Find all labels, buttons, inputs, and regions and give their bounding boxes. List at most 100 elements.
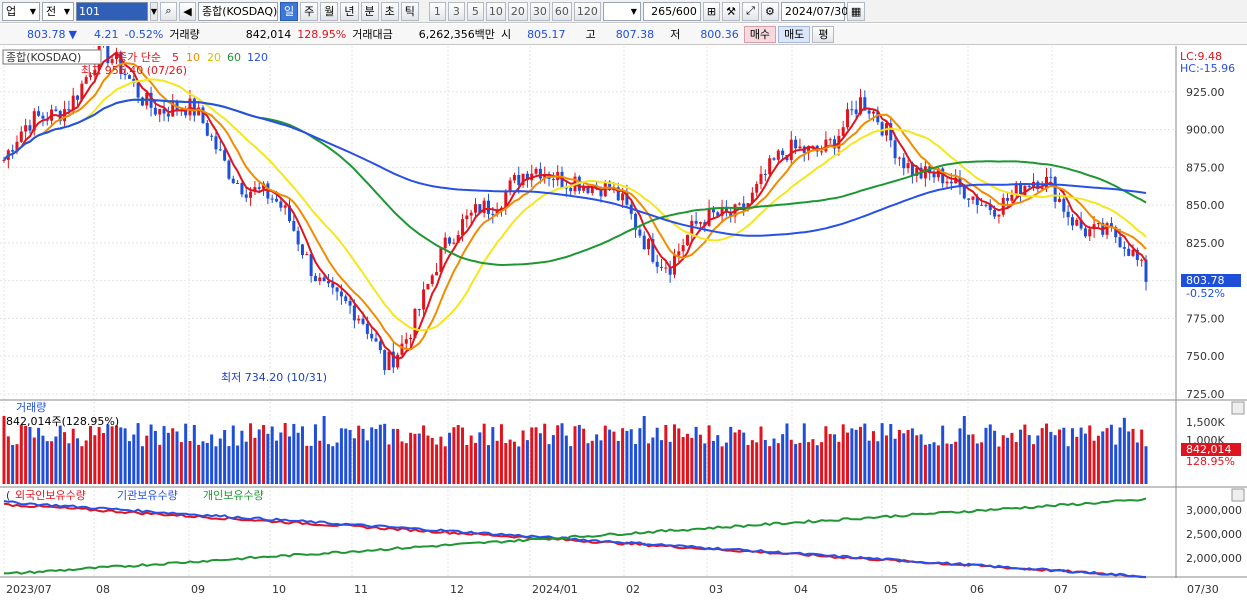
count-field[interactable]: 265/600: [642, 1, 701, 21]
candle-body: [1070, 217, 1074, 226]
tab-second[interactable]: 초: [380, 1, 399, 21]
volume-bar: [352, 438, 356, 484]
volume-bar: [404, 443, 408, 484]
tab-tick[interactable]: 틱: [400, 1, 419, 21]
volume-bar: [296, 432, 300, 484]
volume-bar: [975, 443, 979, 484]
candle-body: [236, 183, 240, 185]
candle-body: [660, 266, 664, 268]
candle-body: [889, 123, 893, 141]
eval-button[interactable]: 평: [812, 25, 835, 43]
individual-holding-line: [3, 497, 1147, 575]
candle-body: [486, 200, 490, 214]
interval-120[interactable]: 120: [573, 1, 601, 21]
tab-minute[interactable]: 분: [360, 1, 379, 21]
candle-body: [876, 111, 880, 123]
candle-body: [508, 180, 512, 192]
volume-bar: [599, 440, 603, 484]
volume-bar: [1066, 446, 1070, 484]
settings-icon[interactable]: ⚙: [760, 1, 779, 21]
interval-30[interactable]: 30: [529, 1, 550, 21]
volume-bar: [525, 440, 529, 484]
candle-body: [975, 196, 979, 205]
volume-bar: [534, 427, 538, 484]
volume-bar: [1057, 429, 1061, 484]
candle-body: [257, 187, 261, 189]
candle-body: [1079, 219, 1083, 229]
tab-week[interactable]: 주: [300, 1, 319, 21]
candle-body: [954, 177, 958, 184]
volume-bar: [391, 428, 395, 484]
candle-body: [326, 281, 330, 284]
interval-3[interactable]: 3: [447, 1, 465, 21]
volume-bar: [110, 426, 114, 484]
volume-bar: [521, 430, 525, 484]
volume-bar: [283, 423, 287, 484]
sell-button[interactable]: 매도: [778, 25, 811, 43]
candle-body: [266, 183, 270, 199]
volume-bar: [612, 431, 616, 484]
tab-year[interactable]: 년: [340, 1, 359, 21]
code-dropdown[interactable]: ▼: [150, 1, 158, 21]
chart-tool-icon[interactable]: ⚒: [722, 1, 740, 21]
interval-5[interactable]: 5: [466, 1, 484, 21]
candle-body: [582, 185, 586, 191]
volume-bar: [616, 440, 620, 484]
volume-bar: [201, 441, 205, 484]
volume-bar: [906, 429, 910, 484]
x-tick-label: 2024/01: [532, 583, 578, 596]
current-price: 803.78: [27, 27, 66, 41]
volume-bar: [409, 432, 413, 484]
volume-bar: [711, 440, 715, 484]
tab-month[interactable]: 월: [320, 1, 339, 21]
x-tick-label: 08: [96, 583, 110, 596]
interval-60[interactable]: 60: [551, 1, 572, 21]
candle-body: [625, 193, 629, 205]
candle-body: [859, 97, 862, 114]
volume-bar: [928, 443, 932, 484]
interval-10[interactable]: 10: [485, 1, 506, 21]
search-icon[interactable]: ⌕: [160, 1, 177, 21]
candle-body: [89, 75, 93, 78]
volume-bar: [837, 441, 841, 484]
candle-body: [435, 272, 439, 276]
volume-bar: [1062, 427, 1066, 484]
tab-day[interactable]: 일: [280, 1, 299, 21]
candle-body: [971, 196, 975, 200]
candle-body: [720, 207, 724, 216]
grid-icon[interactable]: ⊞: [702, 1, 721, 21]
interval-20[interactable]: 20: [507, 1, 528, 21]
candle-body: [651, 239, 655, 262]
volume-bar: [815, 445, 819, 484]
buy-button[interactable]: 매수: [743, 25, 777, 43]
candle-body: [564, 187, 568, 189]
date-field[interactable]: 2024/07/30: [780, 1, 848, 21]
volume-pane-scroll[interactable]: [1231, 401, 1245, 415]
legend-title-box[interactable]: [2, 49, 102, 65]
prev-select[interactable]: 전 ▼: [42, 1, 74, 21]
holding-pane-scroll[interactable]: [1231, 488, 1245, 502]
volume-bar: [1092, 440, 1096, 484]
chart-area[interactable]: 종합(KOSDAQ) 종가 단순 5 10 20 60 120 LC:9.48 …: [0, 46, 1247, 601]
candle-body: [400, 343, 404, 355]
market-select[interactable]: 업 ▼: [2, 1, 40, 21]
calendar-icon[interactable]: ▦: [846, 1, 866, 21]
hc-label: HC:-15.96: [1180, 62, 1235, 75]
volume-bar: [400, 441, 404, 484]
interval-1[interactable]: 1: [428, 1, 446, 21]
volume-bar: [50, 441, 54, 484]
speaker-icon[interactable]: ◀: [179, 1, 196, 21]
candle-body: [729, 212, 733, 217]
candle-body: [335, 287, 339, 292]
code-input[interactable]: [76, 1, 148, 21]
volume-bar: [378, 424, 382, 484]
volume-bar: [24, 425, 28, 484]
volume-bar: [162, 426, 166, 484]
expand-icon[interactable]: ⤢: [741, 1, 759, 21]
candle-body: [1127, 248, 1131, 256]
candle-body: [244, 194, 248, 198]
volume-bar: [677, 428, 681, 484]
volume-bar: [1070, 428, 1074, 484]
custom-interval[interactable]: ▼: [602, 1, 641, 21]
volume-bar: [993, 430, 997, 484]
